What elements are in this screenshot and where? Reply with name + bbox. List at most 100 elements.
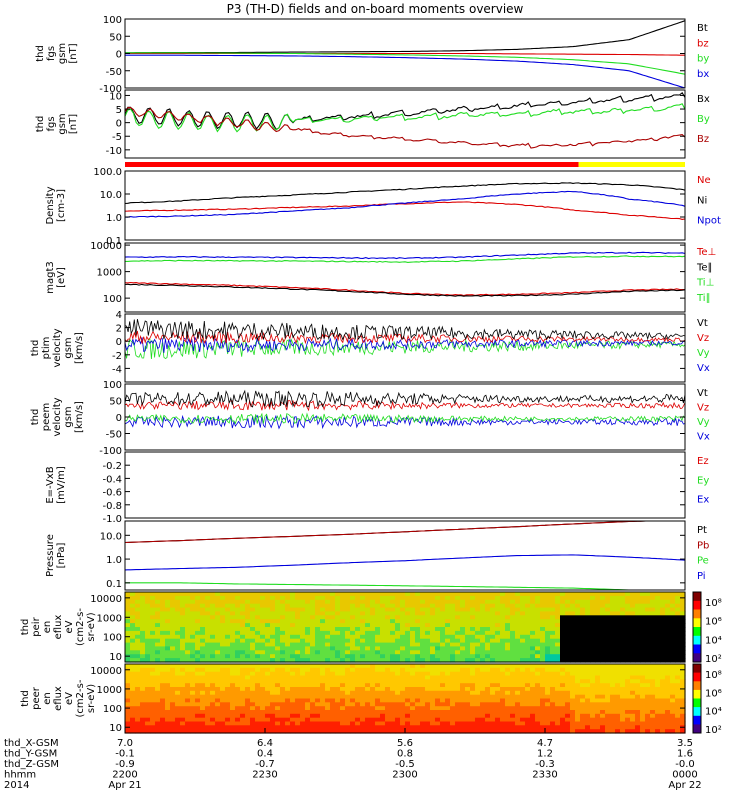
heatmap-cell	[440, 694, 446, 700]
heatmap-cell	[160, 595, 166, 601]
heatmap-cell	[135, 619, 141, 624]
heatmap-cell	[235, 615, 241, 620]
heatmap-cell	[360, 702, 366, 707]
heatmap-cell	[540, 687, 546, 692]
heatmap-cell	[500, 638, 506, 644]
heatmap-cell	[550, 623, 556, 628]
heatmap-cell	[605, 623, 611, 628]
heatmap-cell	[140, 619, 146, 624]
heatmap-cell	[450, 638, 456, 644]
heatmap-cell	[205, 650, 211, 655]
heatmap-cell	[350, 650, 356, 655]
heatmap-cell	[320, 667, 326, 673]
heatmap-cell	[390, 667, 396, 673]
legend-label: Bz	[697, 134, 709, 145]
heatmap-cell	[305, 679, 311, 684]
heatmap-cell	[515, 595, 521, 601]
heatmap-cell	[140, 630, 146, 636]
heatmap-cell	[460, 721, 466, 726]
colorbar-swatch	[693, 715, 701, 725]
heatmap-cell	[145, 694, 151, 700]
heatmap-cell	[240, 667, 246, 673]
heatmap-cell	[295, 611, 301, 616]
heatmap-cell	[470, 607, 476, 613]
heatmap-cell	[205, 702, 211, 707]
heatmap-cell	[480, 595, 486, 601]
heatmap-cell	[505, 654, 511, 659]
heatmap-cell	[570, 592, 576, 597]
heatmap-cell	[255, 595, 261, 601]
heatmap-cell	[505, 667, 511, 673]
heatmap-cell	[480, 642, 486, 648]
heatmap-cell	[595, 664, 601, 669]
heatmap-cell	[380, 630, 386, 636]
heatmap-cell	[280, 599, 286, 605]
heatmap-cell	[165, 619, 171, 624]
heatmap-cell	[670, 658, 676, 663]
heatmap-cell	[135, 623, 141, 628]
heatmap-cell	[550, 638, 556, 644]
heatmap-cell	[445, 611, 451, 616]
heatmap-cell	[495, 698, 501, 703]
heatmap-cell	[375, 706, 381, 711]
heatmap-cell	[535, 642, 541, 648]
heatmap-cell	[270, 664, 276, 669]
heatmap-cell	[385, 623, 391, 628]
heatmap-cell	[505, 664, 511, 669]
heatmap-cell	[375, 658, 381, 663]
heatmap-cell	[160, 729, 166, 734]
heatmap-cell	[190, 694, 196, 700]
heatmap-cell	[380, 646, 386, 651]
heatmap-cell	[680, 638, 686, 644]
heatmap-cell	[495, 650, 501, 655]
heatmap-cell	[560, 667, 566, 673]
heatmap-cell	[145, 671, 151, 677]
heatmap-cell	[295, 654, 301, 659]
heatmap-cell	[380, 654, 386, 659]
heatmap-cell	[415, 646, 421, 651]
heatmap-cell	[275, 650, 281, 655]
panel-frame	[124, 313, 686, 383]
heatmap-cell	[385, 675, 391, 680]
heatmap-cell	[235, 630, 241, 636]
heatmap-cell	[465, 650, 471, 655]
heatmap-cell	[580, 725, 586, 730]
heatmap-cell	[505, 599, 511, 605]
heatmap-cell	[620, 595, 626, 601]
heatmap-cell	[530, 658, 536, 663]
heatmap-cell	[230, 675, 236, 680]
heatmap-cell	[640, 607, 646, 613]
heatmap-cell	[675, 702, 681, 707]
y-axis-label-line: ptim	[41, 337, 52, 360]
heatmap-cell	[415, 611, 421, 616]
heatmap-cell	[445, 615, 451, 620]
heatmap-cell	[420, 638, 426, 644]
heatmap-cell	[460, 638, 466, 644]
heatmap-cell	[435, 690, 441, 696]
heatmap-cell	[445, 619, 451, 624]
heatmap-cell	[655, 702, 661, 707]
heatmap-cell	[300, 667, 306, 673]
series-line-ne	[124, 201, 686, 220]
heatmap-cell	[380, 729, 386, 734]
heatmap-cell	[500, 654, 506, 659]
heatmap-cell	[650, 698, 656, 703]
heatmap-cell	[510, 630, 516, 636]
heatmap-cell	[450, 658, 456, 663]
heatmap-cell	[245, 729, 251, 734]
heatmap-cell	[315, 683, 321, 688]
heatmap-cell	[590, 615, 596, 620]
legend-label: Vx	[697, 363, 710, 374]
heatmap-cell	[165, 694, 171, 700]
heatmap-cell	[400, 642, 406, 648]
heatmap-cell	[180, 623, 186, 628]
heatmap-cell	[565, 607, 571, 613]
heatmap-cell	[145, 642, 151, 648]
heatmap-cell	[195, 667, 201, 673]
heatmap-cell	[150, 595, 156, 601]
heatmap-cell	[275, 592, 281, 597]
heatmap-cell	[230, 671, 236, 677]
heatmap-cell	[325, 611, 331, 616]
heatmap-cell	[555, 607, 561, 613]
heatmap-cell	[390, 595, 396, 601]
